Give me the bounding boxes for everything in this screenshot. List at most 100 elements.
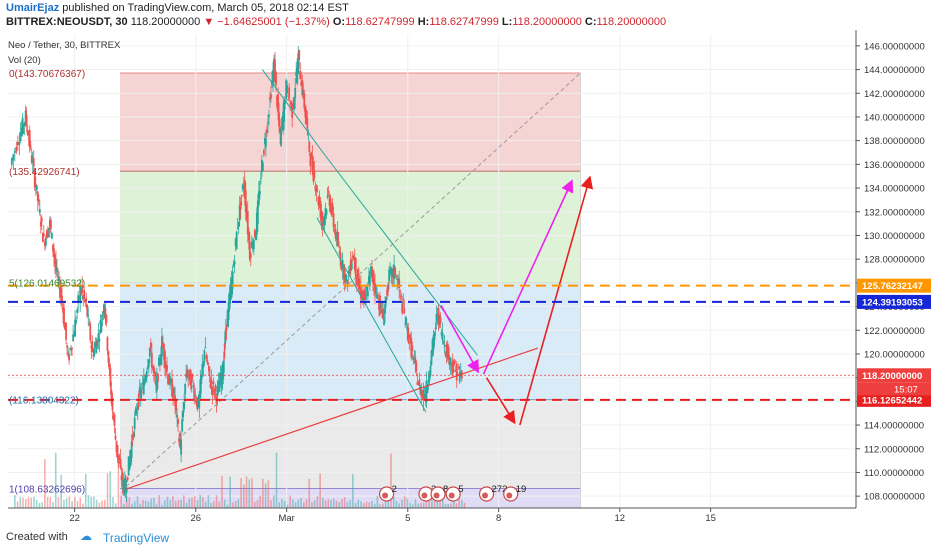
price-candle [410, 337, 413, 358]
price-candle [422, 389, 425, 401]
price-candle [72, 334, 75, 341]
price-candle [84, 299, 87, 303]
price-candle [437, 308, 440, 326]
last-price-tag [857, 368, 931, 383]
price-candle [30, 155, 33, 163]
fib-zone-gray [120, 399, 581, 489]
price-candle [396, 278, 399, 281]
time-axis[interactable]: 22 26 Mar 5 8 12 15 [8, 507, 856, 524]
price-candle [297, 53, 300, 74]
price-candle [337, 241, 340, 245]
author-link[interactable]: UmairEjaz [6, 2, 60, 14]
price-candle [254, 234, 257, 240]
volume-bar [455, 503, 458, 508]
price-candle [66, 345, 68, 348]
price-candle [373, 277, 375, 286]
volume-bar [294, 502, 297, 508]
price-candle [48, 219, 51, 228]
price-candle [378, 303, 380, 310]
price-candle [152, 366, 155, 374]
volume-bar [431, 496, 433, 508]
price-candle [55, 260, 57, 272]
price-candle [282, 112, 284, 131]
price-candle [43, 241, 46, 246]
volume-bar [82, 503, 84, 508]
price-candle [223, 351, 226, 359]
volume-bar [412, 504, 414, 508]
drawings-layer[interactable] [125, 69, 594, 490]
price-candle [57, 275, 59, 278]
price-candle [69, 348, 71, 350]
volume-bar [169, 499, 172, 508]
price-candle [148, 347, 151, 357]
volume-bar [316, 496, 319, 508]
volume-bar [131, 503, 133, 508]
volume-bar [422, 502, 425, 508]
volume-bar [163, 500, 166, 508]
price-axis[interactable]: 146.00000000 144.00000000 142.00000000 140.… [855, 30, 932, 526]
price-tick-label: 146.00000000 [864, 41, 925, 52]
volume-bar [253, 501, 256, 508]
price-candle [67, 353, 69, 355]
price-candle [448, 360, 451, 366]
volume-bar [259, 495, 261, 508]
volume-bar [229, 476, 231, 508]
ohlc-header: BITTREX:NEOUSDT, 30 118.20000000 ▼ −1.64… [6, 16, 666, 28]
fib-retracement-zones[interactable] [120, 72, 581, 508]
volume-bar [384, 500, 387, 508]
tradingview-brand-link[interactable]: TradingView [103, 531, 170, 545]
price-candle [386, 289, 388, 296]
volume-bar [267, 480, 270, 508]
price-candle [430, 350, 433, 365]
price-candle [374, 283, 376, 294]
price-candle [262, 162, 264, 172]
price-candle [92, 354, 95, 357]
price-candle [201, 364, 204, 375]
price-candle [300, 81, 303, 86]
price-candle [353, 256, 356, 270]
price-candle [33, 171, 36, 188]
event-flag-icon [448, 492, 455, 499]
price-candle [121, 472, 124, 486]
price-candle [449, 358, 452, 366]
price-candle [118, 461, 121, 464]
price-candle [183, 402, 186, 410]
volume-bar [128, 497, 131, 508]
price-candle [143, 378, 146, 385]
price-tick-label: 132.00000000 [864, 207, 925, 218]
price-candle [322, 220, 325, 224]
price-chart[interactable]: 0(143.70676367) (135.42926741) 5(126.01469… [0, 30, 932, 526]
price-candle [342, 266, 345, 279]
price-candle [25, 115, 28, 126]
volume-bar [289, 495, 291, 508]
price-candle [82, 296, 85, 299]
volume-bar [376, 496, 379, 508]
price-candle [196, 397, 199, 410]
volume-bar [223, 499, 226, 508]
volume-bar [133, 501, 136, 508]
price-candle [385, 296, 387, 304]
price-candle [395, 276, 398, 278]
price-candle [306, 117, 309, 129]
price-candle [228, 292, 231, 310]
price-candle [119, 458, 122, 468]
price-candle [295, 71, 298, 77]
price-candle [40, 217, 43, 222]
event-badges[interactable]: 228527219 [378, 484, 527, 502]
price-candle [453, 360, 456, 365]
legend-volume: Vol (20) [8, 55, 41, 66]
price-candle [176, 414, 178, 417]
fib-label: 1(108.63262696) [9, 485, 85, 496]
price-candle [52, 244, 54, 251]
price-candle [272, 70, 274, 83]
price-candle [115, 440, 118, 453]
volume-bar [76, 500, 79, 508]
price-candle [407, 327, 410, 342]
horizontal-levels[interactable] [8, 284, 856, 401]
price-candle [149, 342, 152, 348]
price-candle [344, 275, 347, 283]
price-candle [229, 286, 232, 294]
event-badge-count: 19 [516, 484, 527, 495]
price-candle [434, 327, 437, 329]
price-candle [181, 419, 184, 432]
